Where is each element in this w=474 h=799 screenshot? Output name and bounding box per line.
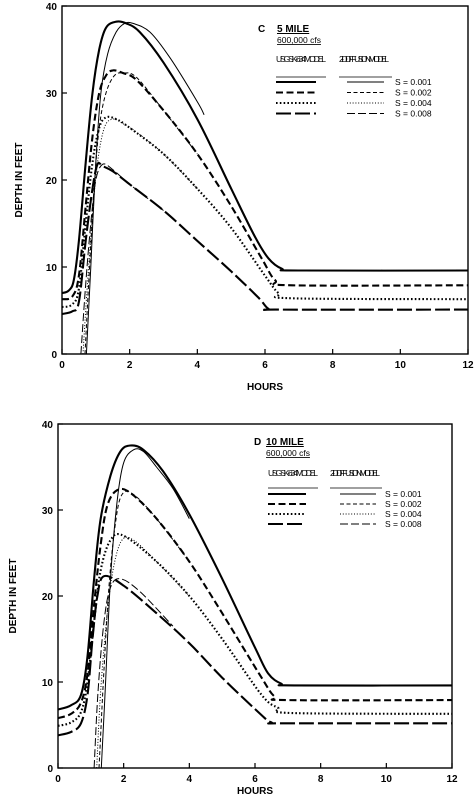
legend-header-diffusion: 2- D DIFFUSION MODEL [330, 468, 380, 478]
y-tick-label: 0 [51, 350, 57, 361]
legend-label: S = 0.001 [385, 489, 422, 499]
x-tick-label: 8 [330, 360, 336, 371]
legend-header-usgs: USGSK-634 MODEL [276, 54, 326, 64]
chart-panel-5-mile: 0 2 4 6 8 10 12 0 10 20 30 40 HOURS DEPTH IN FEET C… [14, 2, 474, 393]
series-layer [61, 20, 469, 355]
usgs-series-0-002 [61, 69, 469, 301]
legend-header-diffusion: 2- D DIFFUSION MODEL [339, 54, 389, 64]
x-tick-label: 0 [59, 360, 65, 371]
y-axis-label: DEPTH IN FEET [8, 558, 19, 633]
x-tick-label: 4 [195, 360, 201, 371]
x-axis-label: HOURS [247, 382, 283, 393]
legend-label: S = 0.004 [395, 98, 432, 108]
y-tick-label: 10 [46, 263, 58, 274]
diffusion-series-0-002 [98, 490, 190, 769]
panel-title: 5 MILE [277, 24, 310, 35]
panel-subtitle: 600,000 cfs [266, 448, 310, 458]
legend-label: S = 0.002 [395, 88, 432, 98]
x-tick-label: 12 [446, 774, 458, 785]
usgs-series-0-004 [61, 115, 469, 309]
diffusion-series-0-001 [85, 21, 205, 355]
usgs-series-0-001 [57, 444, 453, 711]
legend-label: S = 0.002 [385, 499, 422, 509]
y-tick-label: 20 [46, 176, 58, 187]
y-tick-label: 40 [42, 420, 54, 431]
usgs-series-0-008 [61, 161, 469, 316]
axis-ticks: 0 2 4 6 8 10 12 0 10 20 30 40 [46, 2, 474, 371]
y-tick-label: 0 [47, 764, 53, 775]
diffusion-series-0-008 [93, 578, 174, 769]
legend: C 5 MILE 600,000 cfs USGSK-634 MODEL 2- … [258, 24, 432, 119]
legend-label: S = 0.008 [395, 109, 432, 119]
series-layer [57, 444, 453, 769]
usgs-series-0-002 [57, 487, 453, 720]
panel-letter: C [258, 24, 265, 35]
usgs-series-0-001 [61, 20, 469, 295]
x-tick-label: 0 [55, 774, 61, 785]
usgs-series-0-008 [57, 574, 453, 737]
diffusion-series-0-002 [84, 72, 198, 355]
x-tick-label: 6 [252, 774, 258, 785]
legend-header-usgs: USGSK-634 MODEL [268, 468, 318, 478]
y-tick-label: 10 [42, 678, 54, 689]
x-tick-label: 10 [381, 774, 393, 785]
y-tick-label: 30 [46, 89, 58, 100]
panel-letter: D [254, 437, 261, 448]
x-tick-label: 12 [462, 360, 474, 371]
axis-ticks: 0 2 4 6 8 10 12 0 10 20 30 40 [42, 420, 458, 785]
chart-panel-10-mile: 0 2 4 6 8 10 12 0 10 20 30 40 HOURS DEPTH IN FEET D… [8, 420, 458, 797]
y-tick-label: 40 [46, 2, 58, 13]
y-axis-label: DEPTH IN FEET [14, 142, 25, 217]
x-tick-label: 2 [121, 774, 127, 785]
x-tick-label: 2 [127, 360, 133, 371]
diffusion-series-0-001 [100, 448, 190, 769]
x-tick-label: 4 [187, 774, 193, 785]
y-tick-label: 20 [42, 592, 54, 603]
x-tick-label: 10 [395, 360, 407, 371]
usgs-series-0-004 [57, 533, 453, 727]
legend-label: S = 0.001 [395, 77, 432, 87]
y-tick-label: 30 [42, 506, 54, 517]
legend-label: S = 0.008 [385, 519, 422, 529]
x-axis-label: HOURS [237, 786, 273, 797]
x-tick-label: 8 [318, 774, 324, 785]
x-tick-label: 6 [262, 360, 268, 371]
diffusion-series-0-008 [80, 163, 164, 355]
diffusion-series-0-004 [82, 118, 198, 355]
panel-title: 10 MILE [266, 437, 304, 448]
plot-frame [57, 423, 453, 769]
legend: D 10 MILE 600,000 cfs USGSK-634 MODEL 2-… [254, 437, 422, 529]
legend-label: S = 0.004 [385, 509, 422, 519]
panel-subtitle: 600,000 cfs [277, 35, 321, 45]
